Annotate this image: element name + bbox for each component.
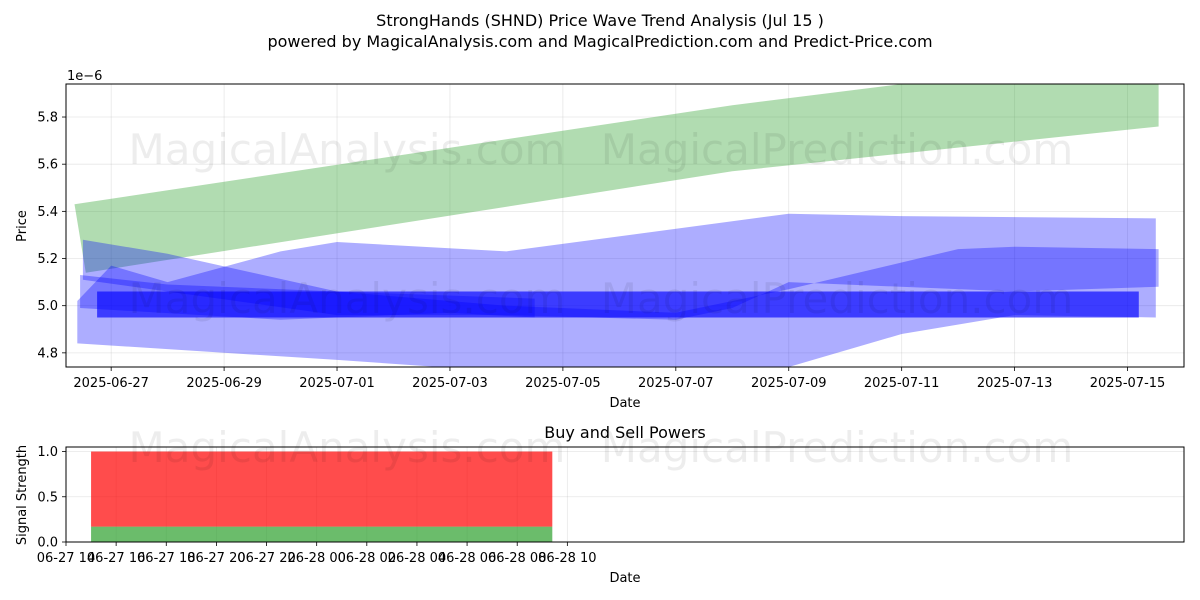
sell-power-bar — [91, 451, 553, 527]
x-tick-label: 06-28 10 — [538, 551, 596, 566]
x-tick-label: 2025-06-29 — [186, 376, 262, 391]
price-watermarks: MagicalAnalysis.com MagicalPrediction.co… — [129, 125, 1074, 323]
y-tick-label: 0.0 — [37, 536, 58, 551]
x-tick-label: 06-28 06 — [438, 551, 496, 566]
chart-title: StrongHands (SHND) Price Wave Trend Anal… — [376, 11, 824, 30]
x-tick-label: 2025-07-09 — [751, 376, 827, 391]
x-tick-label: 2025-07-03 — [412, 376, 488, 391]
signal-y-axis-label: Signal Strength — [15, 445, 30, 545]
x-tick-label: 2025-07-13 — [977, 376, 1053, 391]
y-tick-label: 5.2 — [37, 252, 58, 267]
buy-power-bar — [91, 526, 553, 542]
y-tick-label: 0.5 — [37, 490, 58, 505]
y-tick-label: 4.8 — [37, 346, 58, 361]
price-y-axis-label: Price — [15, 210, 30, 242]
y-tick-label: 5.6 — [37, 158, 58, 173]
y-tick-label: 5.0 — [37, 299, 58, 314]
price-bands — [74, 84, 1159, 367]
x-tick-label: 2025-07-01 — [299, 376, 375, 391]
green-wave-band — [74, 84, 1159, 273]
x-tick-label: 2025-07-11 — [864, 376, 940, 391]
y-scale-note: 1e−6 — [67, 69, 102, 84]
blue-core-band — [97, 291, 1139, 318]
x-tick-label: 06-27 14 — [37, 551, 95, 566]
watermark-analysis: MagicalAnalysis.com — [129, 125, 566, 174]
x-tick-label: 06-28 02 — [338, 551, 396, 566]
watermark-analysis: MagicalAnalysis.com — [129, 274, 566, 323]
x-tick-label: 06-28 08 — [488, 551, 546, 566]
price-axes-frame — [65, 83, 1185, 368]
signal-bars — [91, 451, 553, 542]
y-tick-label: 5.4 — [37, 205, 58, 220]
price-x-axis-label: Date — [609, 396, 640, 411]
chart-subtitle: powered by MagicalAnalysis.com and Magic… — [267, 32, 932, 51]
x-tick-label: 2025-07-05 — [525, 376, 601, 391]
x-tick-label: 06-27 18 — [137, 551, 195, 566]
price-wave-panel: MagicalAnalysis.com MagicalPrediction.co… — [15, 69, 1185, 411]
blue-wave-band-wide — [77, 213, 1156, 367]
signal-x-axis-label: Date — [609, 571, 640, 586]
y-tick-label: 1.0 — [37, 445, 58, 460]
signal-title: Buy and Sell Powers — [544, 423, 706, 442]
x-tick-label: 2025-06-27 — [73, 376, 149, 391]
x-tick-label: 06-28 04 — [388, 551, 446, 566]
signal-y-ticks: 0.0 0.5 1.0 — [37, 445, 66, 551]
signal-panel: Buy and Sell Powers MagicalAnalysis.com … — [15, 423, 1185, 586]
x-tick-label: 06-27 16 — [87, 551, 145, 566]
price-x-ticks: 2025-06-27 2025-06-29 2025-07-01 2025-07-03… — [73, 367, 1165, 391]
x-tick-label: 06-27 20 — [187, 551, 245, 566]
x-tick-label: 06-27 22 — [237, 551, 295, 566]
x-tick-label: 06-28 00 — [287, 551, 345, 566]
x-tick-label: 2025-07-07 — [638, 376, 714, 391]
y-tick-label: 5.8 — [37, 111, 58, 126]
signal-axes-frame — [65, 446, 1185, 543]
price-y-ticks: 4.8 5.0 5.2 5.4 5.6 5.8 — [37, 111, 66, 361]
watermark-prediction: MagicalPrediction.com — [601, 125, 1074, 174]
x-tick-label: 2025-07-15 — [1090, 376, 1166, 391]
watermark-prediction: MagicalPrediction.com — [601, 274, 1074, 323]
